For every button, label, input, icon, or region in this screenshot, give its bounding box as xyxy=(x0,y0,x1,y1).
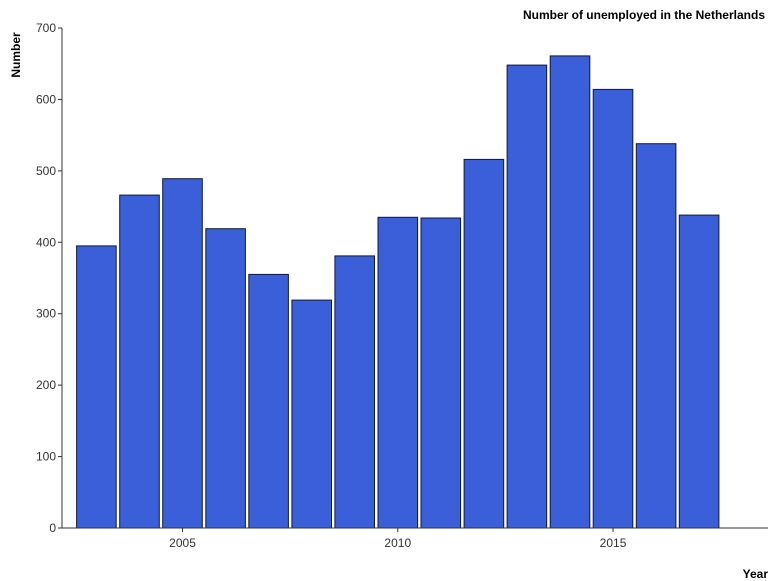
bar-2014 xyxy=(549,55,591,529)
y-tick-label: 300 xyxy=(36,307,56,321)
bar-2004 xyxy=(119,194,160,529)
y-axis-label: Number xyxy=(9,32,23,78)
bar-2010 xyxy=(377,216,419,529)
bar-2016 xyxy=(635,143,677,529)
bars-group xyxy=(76,55,720,529)
bar-2011 xyxy=(420,217,462,529)
bar-2003 xyxy=(76,245,117,529)
bar-2017 xyxy=(678,214,720,529)
x-tick-label: 2010 xyxy=(384,536,411,550)
bar-2005 xyxy=(162,178,203,529)
chart-title: Number of unemployed in the Netherlands xyxy=(523,8,765,22)
bar-2009 xyxy=(334,255,375,529)
x-tick-label: 2015 xyxy=(600,536,627,550)
x-axis-label: Year xyxy=(743,567,769,581)
y-tick-label: 100 xyxy=(36,450,56,464)
bar-2015 xyxy=(592,88,634,529)
x-tick-label: 2005 xyxy=(169,536,196,550)
bar-2007 xyxy=(248,273,289,529)
y-axis-ticks: 0 100 200 300 400 500 600 700 xyxy=(36,21,62,535)
bar-2008 xyxy=(291,299,332,529)
bar-2013 xyxy=(506,64,548,529)
bar-2012 xyxy=(463,158,505,529)
y-tick-label: 400 xyxy=(36,235,56,249)
y-tick-label: 700 xyxy=(36,21,56,35)
y-tick-label: 200 xyxy=(36,378,56,392)
y-tick-label: 600 xyxy=(36,92,56,106)
bar-2006 xyxy=(205,228,246,529)
x-axis-ticks: 2005 2010 2015 xyxy=(169,528,627,550)
y-tick-label: 500 xyxy=(36,164,56,178)
y-tick-label: 0 xyxy=(49,521,56,535)
